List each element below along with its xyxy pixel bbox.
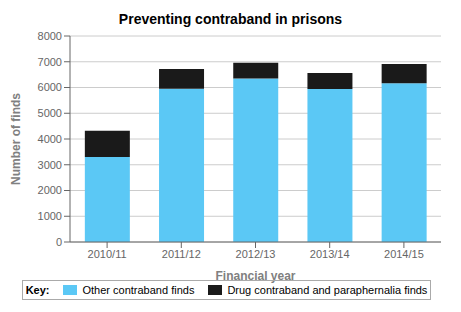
- svg-text:Financial year: Financial year: [215, 269, 295, 283]
- svg-text:5000: 5000: [38, 107, 62, 119]
- svg-text:1000: 1000: [38, 210, 62, 222]
- html-text:Drug contraband and parapherna: Drug contraband and paraphernalia finds: [227, 284, 428, 296]
- svg-text:Number of finds: Number of finds: [9, 93, 23, 185]
- svg-text:7000: 7000: [38, 56, 62, 68]
- svg-text:2010/11: 2010/11: [88, 248, 127, 260]
- svg-text:2012/13: 2012/13: [236, 248, 276, 260]
- html-text:Preventing contraband in priso: Preventing contraband in prisons: [118, 11, 343, 27]
- svg-text:2000: 2000: [38, 184, 62, 196]
- svg-text:8000: 8000: [38, 30, 62, 42]
- svg-text:0: 0: [56, 236, 62, 248]
- html-text:Key:: Key:: [25, 284, 50, 296]
- svg-text:3000: 3000: [38, 159, 62, 171]
- svg-text:2013/14: 2013/14: [310, 248, 350, 260]
- html-text:Other contraband finds: Other contraband finds: [82, 284, 195, 296]
- svg-text:2014/15: 2014/15: [384, 248, 424, 260]
- svg-text:6000: 6000: [38, 81, 62, 93]
- svg-text:2011/12: 2011/12: [162, 248, 201, 260]
- svg-text:4000: 4000: [38, 133, 62, 145]
